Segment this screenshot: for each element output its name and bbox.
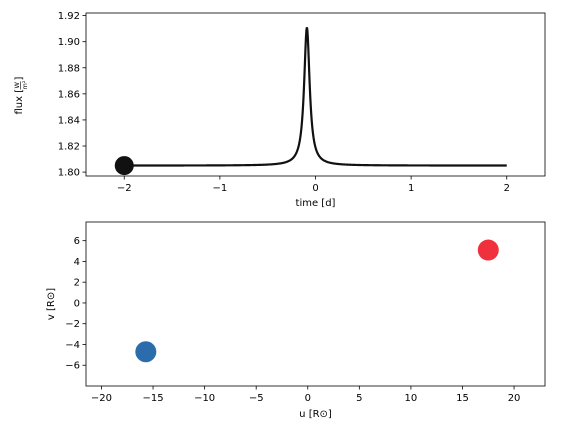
orbit-x-tick-label: 0: [305, 393, 311, 404]
lc-y-tick-label: 1.84: [58, 115, 80, 126]
star-red-point: [477, 239, 499, 261]
lc-y-tick-label: 1.86: [58, 89, 80, 100]
lc-x-tick-label: −2: [117, 183, 132, 194]
orbit-x-tick-label: −5: [249, 393, 264, 404]
orbit-y-axis-label: v [R⊙]: [46, 288, 57, 320]
lc-y-tick-label: 1.90: [58, 37, 80, 48]
orbit-y-tick-label: −4: [65, 340, 80, 351]
orbit-y-tick-label: −6: [65, 361, 80, 372]
star-blue-point: [135, 341, 157, 363]
current-time-marker: [114, 156, 134, 176]
lc-x-tick-label: 0: [312, 183, 318, 194]
lc-y-tick-label: 1.82: [58, 142, 80, 153]
lc-y-axis-label: flux [W m²]: [13, 77, 29, 115]
lc-x-axis-label: time [d]: [296, 198, 336, 209]
orbit-x-tick-label: 5: [356, 393, 362, 404]
lc-x-tick-label: −1: [213, 183, 228, 194]
orbit-x-tick-label: 15: [456, 393, 469, 404]
orbit-frame: [85, 221, 546, 387]
orbit-x-tick-label: 10: [405, 393, 418, 404]
lc-y-tick-label: 1.80: [58, 168, 80, 179]
orbit-y-tick-label: 4: [74, 257, 80, 268]
orbit-y-tick-label: 0: [74, 298, 80, 309]
lc-y-label-end: ]: [14, 77, 25, 81]
orbit-x-tick-label: −20: [91, 393, 112, 404]
orbit-x-axis-label: u [R⊙]: [299, 409, 332, 420]
lc-y-label-denominator: m²: [21, 80, 29, 89]
orbit-x-tick-label: −10: [194, 393, 215, 404]
light-curve-panel: −2 −1 0 1 2 1.80 1.82 1.84 1.86 1.88 1.90 1.92 time …: [13, 11, 546, 209]
lc-x-tick-label: 1: [408, 183, 414, 194]
lc-y-tick-label: 1.88: [58, 63, 80, 74]
lc-y-label-main: flux [: [14, 89, 25, 115]
orbit-x-tick-label: 20: [508, 393, 521, 404]
orbit-y-tick-label: 6: [74, 236, 80, 247]
flux-curve: [124, 27, 507, 167]
lc-y-label-numerator: W: [13, 82, 21, 89]
orbit-y-tick-label: −2: [65, 319, 80, 330]
orbit-x-tick-label: −15: [142, 393, 163, 404]
lc-x-tick-label: 2: [504, 183, 510, 194]
lc-y-tick-label: 1.92: [58, 11, 80, 22]
orbit-y-tick-label: 2: [74, 278, 80, 289]
